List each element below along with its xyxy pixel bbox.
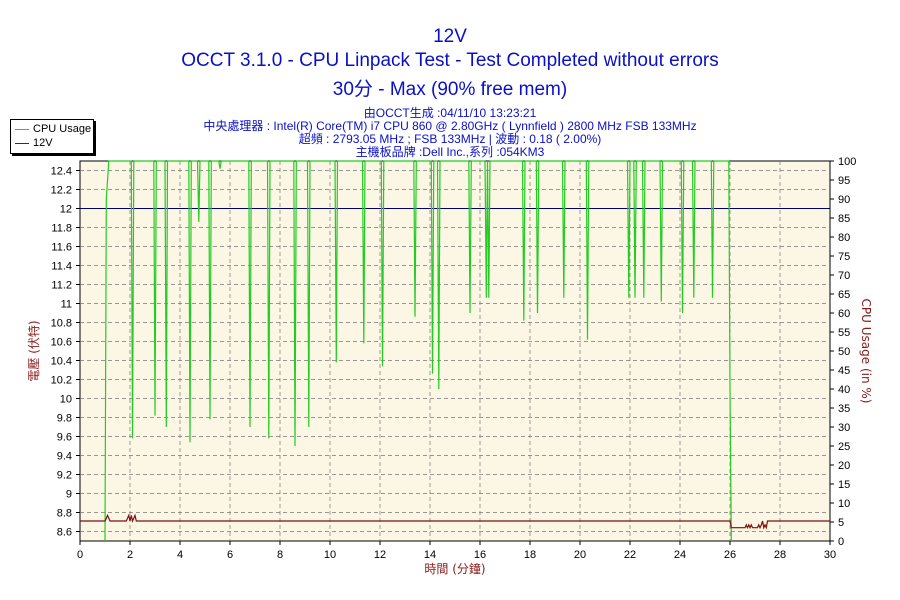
legend-item-12v: 12V	[15, 136, 53, 150]
legend-label-cpu-usage: CPU Usage	[33, 123, 92, 135]
x-tick-label: 2	[127, 549, 133, 561]
y2-tick-label: 45	[838, 365, 850, 377]
y2-tick-label: 25	[838, 441, 850, 453]
y2-tick-label: 60	[838, 308, 850, 320]
x-tick-label: 26	[724, 549, 736, 561]
series-12v	[80, 513, 830, 530]
y-tick-label: 9.4	[57, 451, 72, 463]
series-cpu-usage	[104, 160, 732, 542]
y2-axis-label: CPU Usage (in %)	[859, 299, 873, 404]
x-tick-label: 30	[824, 549, 836, 561]
y2-tick-label: 65	[838, 289, 850, 301]
x-tick-label: 0	[77, 549, 83, 561]
x-tick-label: 24	[674, 549, 686, 561]
y-tick-label: 8.8	[57, 508, 72, 520]
x-tick-label: 18	[524, 549, 536, 561]
y2-tick-label: 50	[838, 346, 850, 358]
y-tick-label: 10	[60, 394, 72, 406]
y2-tick-label: 0	[838, 536, 844, 548]
legend-item-cpu-usage: CPU Usage	[15, 122, 91, 136]
x-tick-label: 20	[574, 549, 586, 561]
x-tick-label: 22	[624, 549, 636, 561]
y2-tick-label: 20	[838, 460, 850, 472]
x-axis-label: 時間 (分鐘)	[424, 561, 485, 576]
y2-tick-label: 95	[838, 175, 850, 187]
y-tick-label: 9	[66, 489, 72, 501]
legend-swatch-12v	[15, 142, 29, 144]
y2-tick-label: 80	[838, 232, 850, 244]
y2-tick-label: 10	[838, 498, 850, 510]
x-tick-label: 4	[177, 549, 183, 561]
y2-tick-label: 30	[838, 422, 850, 434]
y-tick-label: 9.2	[57, 470, 72, 482]
info-motherboard: 主機板品牌 :Dell Inc.,系列 :054KM3	[355, 145, 545, 159]
y-tick-label: 8.6	[57, 527, 72, 539]
y-tick-label: 11.8	[51, 223, 72, 235]
x-tick-label: 12	[374, 549, 386, 561]
x-tick-label: 28	[774, 549, 786, 561]
y2-tick-label: 100	[838, 156, 856, 168]
y-tick-label: 12.4	[51, 166, 72, 178]
y-tick-label: 11	[61, 299, 72, 311]
y-tick-label: 12	[60, 204, 72, 216]
info-overclock: 超頻 : 2793.05 MHz ; FSB 133MHz | 波動 : 0.1…	[298, 132, 602, 146]
legend-swatch-cpu-usage	[15, 128, 29, 130]
info-generated: 由OCCT生成 :04/11/10 13:23:21	[363, 106, 537, 120]
y2-tick-label: 35	[838, 403, 850, 415]
plot-area	[79, 160, 831, 542]
x-tick-label: 16	[474, 549, 486, 561]
y-tick-label: 11.2	[51, 280, 72, 292]
y2-tick-label: 40	[838, 384, 850, 396]
y-tick-label: 10.8	[51, 318, 72, 330]
y-tick-label: 10.4	[51, 356, 72, 368]
y-tick-label: 9.6	[57, 432, 72, 444]
y2-tick-label: 70	[838, 270, 850, 282]
y2-tick-label: 90	[838, 194, 850, 206]
y2-tick-label: 15	[838, 479, 850, 491]
y-tick-label: 11.6	[51, 242, 72, 254]
y2-tick-label: 85	[838, 213, 850, 225]
y-tick-label: 11.4	[51, 261, 72, 273]
chart-title: 12V	[433, 26, 467, 47]
y-tick-label: 12.2	[51, 185, 72, 197]
y-tick-label: 9.8	[57, 413, 72, 425]
y2-tick-label: 75	[838, 251, 850, 263]
legend: CPU Usage 12V	[10, 119, 94, 154]
y-axis-label: 電壓 (伏特)	[26, 320, 41, 381]
x-tick-label: 14	[424, 549, 436, 561]
x-tick-label: 8	[277, 549, 283, 561]
x-tick-label: 6	[227, 549, 233, 561]
chart-subtitle: OCCT 3.1.0 - CPU Linpack Test - Test Com…	[181, 50, 719, 71]
x-tick-label: 10	[324, 549, 336, 561]
chart-subtitle-2: 30分 - Max (90% free mem)	[332, 79, 568, 100]
legend-label-12v: 12V	[33, 137, 53, 149]
y-tick-label: 10.2	[51, 375, 72, 387]
y2-tick-label: 55	[838, 327, 850, 339]
y2-tick-label: 5	[838, 517, 844, 529]
info-cpu: 中央處理器 : Intel(R) Core(TM) i7 CPU 860 @ 2…	[203, 119, 697, 133]
y-tick-label: 10.6	[51, 337, 72, 349]
